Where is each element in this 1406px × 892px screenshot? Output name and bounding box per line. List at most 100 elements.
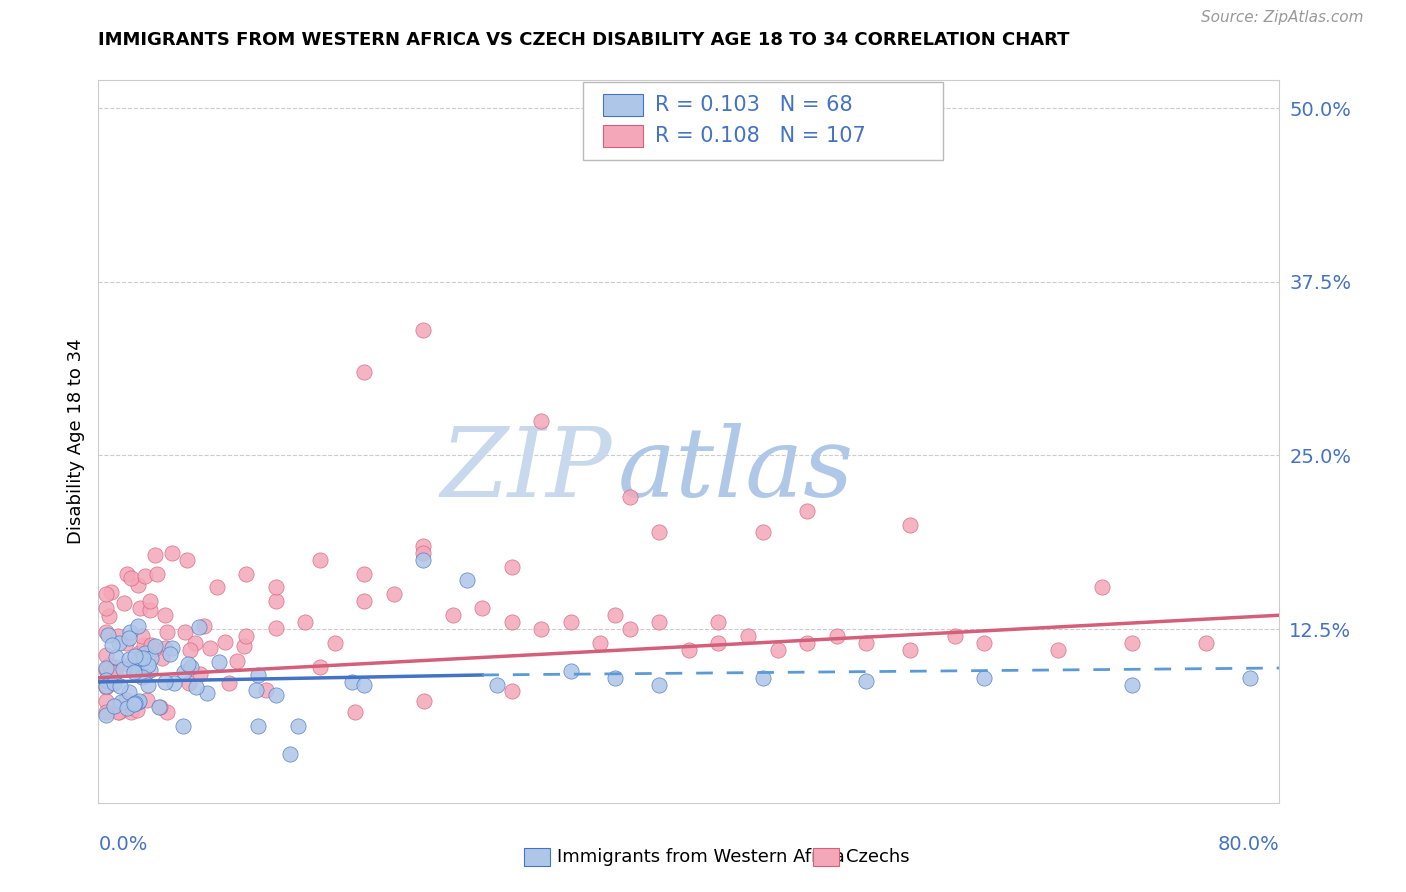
Text: Czechs: Czechs: [846, 848, 910, 866]
Point: [148, 699, 170, 714]
Point: [193, 619, 215, 633]
Point: [264, 581, 287, 595]
Point: [134, 669, 156, 683]
Point: [136, 678, 159, 692]
Point: [176, 552, 198, 566]
Point: [155, 640, 177, 655]
Point: [134, 569, 156, 583]
Point: [973, 636, 995, 650]
Point: [235, 566, 257, 581]
Point: [112, 661, 135, 675]
Point: [208, 655, 231, 669]
Point: [122, 697, 145, 711]
Point: [825, 629, 848, 643]
Point: [103, 676, 125, 690]
Point: [737, 629, 759, 643]
Point: [136, 657, 159, 672]
Point: [163, 676, 186, 690]
Point: [1195, 636, 1218, 650]
Point: [115, 693, 138, 707]
Point: [796, 636, 818, 650]
Point: [103, 698, 125, 713]
Point: [104, 649, 127, 664]
Text: IMMIGRANTS FROM WESTERN AFRICA VS CZECH DISABILITY AGE 18 TO 34 CORRELATION CHAR: IMMIGRANTS FROM WESTERN AFRICA VS CZECH …: [98, 31, 1070, 49]
Point: [264, 688, 287, 702]
Point: [226, 654, 249, 668]
Point: [188, 620, 211, 634]
Point: [855, 636, 877, 650]
Point: [94, 587, 117, 601]
Point: [412, 693, 434, 707]
Point: [486, 678, 509, 692]
Point: [110, 695, 132, 709]
Point: [139, 602, 162, 616]
Point: [264, 622, 287, 636]
FancyBboxPatch shape: [603, 125, 643, 147]
Point: [353, 594, 375, 608]
Point: [471, 601, 494, 615]
Point: [648, 615, 671, 630]
Text: Immigrants from Western Africa: Immigrants from Western Africa: [557, 848, 845, 866]
Point: [127, 618, 149, 632]
Text: 80.0%: 80.0%: [1218, 835, 1279, 855]
Point: [156, 625, 179, 640]
Point: [125, 662, 148, 676]
Point: [589, 636, 612, 650]
Point: [122, 665, 145, 679]
Point: [678, 643, 700, 657]
Point: [94, 625, 117, 640]
Point: [146, 566, 169, 581]
Point: [752, 671, 775, 685]
Point: [124, 649, 146, 664]
Point: [94, 708, 117, 723]
Point: [264, 594, 287, 608]
Point: [173, 624, 195, 639]
Point: [149, 700, 172, 714]
Text: Source: ZipAtlas.com: Source: ZipAtlas.com: [1201, 11, 1364, 25]
Point: [707, 615, 730, 630]
Point: [353, 365, 375, 379]
Point: [501, 684, 523, 698]
Point: [648, 524, 671, 539]
Point: [900, 643, 922, 657]
Point: [287, 719, 309, 733]
FancyBboxPatch shape: [523, 847, 550, 865]
Point: [1239, 671, 1261, 685]
Point: [943, 629, 966, 643]
Point: [112, 596, 135, 610]
Point: [179, 643, 201, 657]
Point: [101, 665, 124, 679]
Point: [501, 559, 523, 574]
Point: [94, 681, 117, 695]
Point: [159, 647, 181, 661]
Point: [94, 601, 117, 615]
Point: [180, 660, 202, 674]
Text: R = 0.103   N = 68: R = 0.103 N = 68: [655, 95, 852, 115]
Point: [94, 673, 117, 687]
Point: [323, 636, 346, 650]
Point: [118, 631, 141, 645]
Point: [134, 647, 156, 661]
Point: [214, 635, 236, 649]
Point: [132, 650, 155, 665]
Point: [501, 615, 523, 630]
Point: [114, 635, 136, 649]
Point: [184, 681, 207, 695]
Point: [412, 323, 434, 337]
Point: [104, 666, 127, 681]
Point: [128, 694, 150, 708]
Point: [752, 524, 775, 539]
Point: [107, 629, 129, 643]
Point: [128, 600, 150, 615]
Point: [605, 671, 627, 685]
Point: [412, 552, 434, 566]
Point: [530, 622, 553, 636]
Text: atlas: atlas: [619, 424, 855, 517]
Point: [340, 675, 363, 690]
Point: [1121, 678, 1143, 692]
Point: [153, 608, 176, 623]
Point: [605, 608, 627, 623]
Text: R = 0.108   N = 107: R = 0.108 N = 107: [655, 126, 866, 146]
FancyBboxPatch shape: [603, 94, 643, 116]
Point: [115, 567, 138, 582]
